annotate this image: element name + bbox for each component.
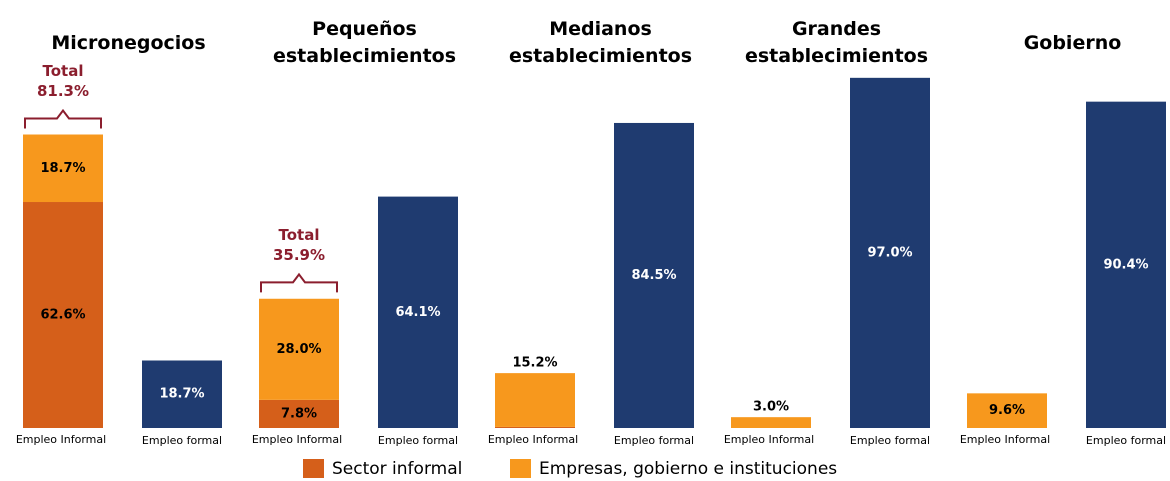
total-text: Total bbox=[43, 62, 84, 80]
bar-segment bbox=[259, 298, 339, 400]
total-brace bbox=[24, 108, 102, 129]
x-label: Empleo formal bbox=[1086, 434, 1166, 447]
bar-segment bbox=[259, 399, 339, 428]
x-label: Empleo Informal bbox=[724, 433, 814, 446]
value-label: 9.6% bbox=[989, 403, 1025, 418]
value-label: 7.8% bbox=[281, 406, 317, 421]
bar-segment bbox=[967, 393, 1047, 428]
bar-formal bbox=[614, 122, 694, 428]
x-label: Empleo formal bbox=[142, 434, 222, 447]
value-label: 3.0% bbox=[753, 400, 789, 415]
value-label: 90.4% bbox=[1103, 257, 1148, 272]
value-label: 18.7% bbox=[159, 387, 204, 402]
bar-formal bbox=[378, 196, 458, 428]
total-brace bbox=[260, 272, 338, 293]
bar-segment bbox=[495, 373, 575, 427]
x-label: Empleo Informal bbox=[960, 433, 1050, 446]
x-label: Empleo Informal bbox=[488, 433, 578, 446]
value-label: 28.0% bbox=[276, 342, 321, 357]
total-value: 15.2% bbox=[512, 356, 557, 371]
bar-segment bbox=[731, 417, 811, 428]
value-label: 97.0% bbox=[867, 245, 912, 260]
bar-formal bbox=[850, 77, 930, 428]
value-label: 18.7% bbox=[40, 161, 85, 176]
x-label: Empleo formal bbox=[850, 434, 930, 447]
legend-swatch bbox=[510, 459, 531, 478]
panel-title: Micronegocios bbox=[51, 31, 206, 54]
bar-formal bbox=[142, 360, 222, 428]
panel-title: Gobierno bbox=[1023, 31, 1122, 54]
total-text: Total bbox=[279, 226, 320, 244]
panel-title: Pequeños establecimientos bbox=[272, 18, 457, 67]
panel-title: Medianos establecimientos bbox=[508, 18, 693, 67]
legend-swatch bbox=[303, 459, 324, 478]
legend-label: Sector informal bbox=[332, 459, 462, 479]
x-label: Empleo formal bbox=[378, 434, 458, 447]
x-label: Empleo Informal bbox=[16, 433, 106, 446]
bar-formal bbox=[1086, 101, 1166, 428]
x-label: Empleo formal bbox=[614, 434, 694, 447]
x-label: Empleo Informal bbox=[252, 433, 342, 446]
value-label: 64.1% bbox=[395, 305, 440, 320]
value-label: 84.5% bbox=[631, 268, 676, 283]
bar-segment bbox=[23, 134, 103, 203]
bar-segment bbox=[495, 426, 575, 428]
value-label: 62.6% bbox=[40, 308, 85, 323]
bar-segment bbox=[23, 202, 103, 428]
legend-label: Empresas, gobierno e instituciones bbox=[539, 459, 837, 479]
total-value: 35.9% bbox=[273, 246, 325, 264]
total-value: 81.3% bbox=[37, 82, 89, 100]
panel-title: Grandes establecimientos bbox=[744, 18, 929, 67]
